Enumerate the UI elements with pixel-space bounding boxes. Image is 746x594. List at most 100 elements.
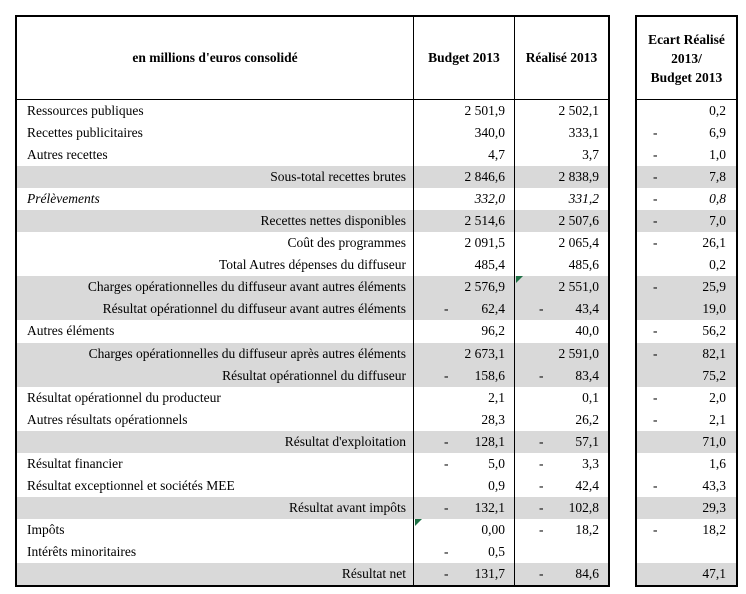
row-label-cell: Autres résultats opérationnels bbox=[17, 409, 413, 431]
ecart-value: 1,0 bbox=[709, 147, 726, 163]
ecart-table-row: 47,1 bbox=[637, 562, 736, 586]
realise-value: 84,6 bbox=[575, 566, 599, 581]
budget-value: 0,00 bbox=[481, 521, 505, 537]
ecart-table-row: 0,2 bbox=[637, 254, 736, 276]
realise-value: 2 591,0 bbox=[558, 345, 600, 361]
ecart-table-row: - 56,2 bbox=[637, 320, 736, 342]
row-label-cell: Charges opérationnelles du diffuseur apr… bbox=[17, 343, 413, 365]
budget-cell: 332,0 bbox=[413, 188, 514, 211]
realise-cell: 485,6 bbox=[514, 254, 608, 277]
ecart-table-row: - 18,2 bbox=[637, 519, 736, 541]
table-row: Impôts 0,00 - 18,2 bbox=[17, 518, 608, 541]
row-label-cell: Intérêts minoritaires bbox=[17, 541, 413, 563]
table-row: Résultat d'exploitation - 128,1 - 57,1 bbox=[17, 430, 608, 453]
row-label: Recettes publicitaires bbox=[27, 125, 143, 141]
budget-value: 2 091,5 bbox=[464, 235, 506, 251]
budget-value: 2 514,6 bbox=[464, 213, 506, 229]
header-realise-2013: Réalisé 2013 bbox=[514, 17, 608, 99]
realise-cell: 2 838,9 bbox=[514, 166, 608, 189]
realise-cell bbox=[514, 540, 608, 563]
minus-sign: - bbox=[653, 389, 658, 405]
budget-cell: 0,00 bbox=[413, 518, 514, 541]
budget-cell: - 131,7 bbox=[413, 562, 514, 586]
ecart-cell: - 6,9 bbox=[637, 122, 736, 144]
ecart-cell: - 0,8 bbox=[637, 188, 736, 210]
budget-value: 96,2 bbox=[481, 323, 505, 339]
realise-value: 333,1 bbox=[568, 125, 599, 141]
table-row: Charges opérationnelles du diffuseur apr… bbox=[17, 342, 608, 365]
ecart-table-row: 29,3 bbox=[637, 496, 736, 519]
ecart-cell: - 7,8 bbox=[637, 166, 736, 188]
table-row: Résultat avant impôts - 132,1 - 102,8 bbox=[17, 496, 608, 519]
realise-value: 2 502,1 bbox=[558, 103, 600, 119]
ecart-table-row: - 7,8 bbox=[637, 166, 736, 189]
header-ecart-line3: Budget 2013 bbox=[650, 69, 723, 85]
ecart-table-row: - 2,1 bbox=[637, 409, 736, 431]
minus-sign: - bbox=[653, 169, 658, 185]
header-ecart-line1: Ecart Réalisé bbox=[648, 31, 725, 47]
ecart-table-row: - 1,0 bbox=[637, 144, 736, 166]
minus-sign: - bbox=[539, 367, 544, 383]
realise-value: 102,8 bbox=[568, 499, 599, 515]
ecart-cell bbox=[637, 541, 736, 563]
realise-value: 485,6 bbox=[568, 257, 599, 273]
table-body: Ressources publiques 2 501,9 2 502,1 Rec… bbox=[17, 100, 608, 586]
budget-cell: 2 576,9 bbox=[413, 276, 514, 299]
minus-sign: - bbox=[653, 147, 658, 163]
header-budget-2013: Budget 2013 bbox=[413, 17, 514, 99]
row-label: Ressources publiques bbox=[27, 103, 144, 119]
header-ecart: Ecart Réalisé 2013/ Budget 2013 bbox=[637, 17, 736, 99]
budget-cell: 2 501,9 bbox=[413, 100, 514, 123]
budget-cell: - 132,1 bbox=[413, 496, 514, 519]
budget-value: 132,1 bbox=[474, 499, 505, 515]
realise-cell: - 42,4 bbox=[514, 474, 608, 497]
minus-sign: - bbox=[653, 477, 658, 493]
minus-sign: - bbox=[444, 433, 449, 449]
realise-value: 43,4 bbox=[575, 301, 599, 317]
table-row: Résultat financier - 5,0 - 3,3 bbox=[17, 452, 608, 475]
row-label: Résultat net bbox=[341, 566, 406, 581]
realise-cell: 2 591,0 bbox=[514, 342, 608, 365]
budget-value: 62,4 bbox=[481, 301, 505, 317]
table-row: Résultat opérationnel du diffuseur avant… bbox=[17, 298, 608, 321]
ecart-cell: 71,0 bbox=[637, 431, 736, 453]
ecart-table-row: - 7,0 bbox=[637, 210, 736, 233]
ecart-table-header: Ecart Réalisé 2013/ Budget 2013 bbox=[637, 17, 736, 100]
budget-value: 158,6 bbox=[474, 367, 505, 383]
ecart-value: 29,3 bbox=[702, 499, 726, 515]
row-label-cell: Autres recettes bbox=[17, 144, 413, 166]
minus-sign: - bbox=[653, 323, 658, 339]
realise-cell: 331,2 bbox=[514, 188, 608, 211]
row-label-cell: Résultat avant impôts bbox=[17, 497, 413, 519]
realise-cell: - 3,3 bbox=[514, 452, 608, 475]
ecart-table-row: - 25,9 bbox=[637, 276, 736, 299]
ecart-value: 47,1 bbox=[702, 566, 726, 581]
ecart-value: 19,0 bbox=[702, 301, 726, 317]
minus-sign: - bbox=[444, 499, 449, 515]
realise-cell: - 43,4 bbox=[514, 298, 608, 321]
minus-sign: - bbox=[653, 279, 658, 295]
budget-cell: 2 846,6 bbox=[413, 166, 514, 189]
row-label: Autres éléments bbox=[27, 323, 115, 339]
row-label-cell: Résultat opérationnel du diffuseur avant… bbox=[17, 298, 413, 320]
row-label: Résultat opérationnel du producteur bbox=[27, 389, 221, 405]
row-label: Charges opérationnelles du diffuseur apr… bbox=[88, 345, 406, 361]
row-label: Recettes nettes disponibles bbox=[260, 213, 406, 229]
minus-sign: - bbox=[444, 301, 449, 317]
ecart-cell: 1,6 bbox=[637, 453, 736, 475]
realise-value: 0,1 bbox=[582, 389, 599, 405]
ecart-value: 43,3 bbox=[702, 477, 726, 493]
ecart-value: 6,9 bbox=[709, 125, 726, 141]
realise-value: 18,2 bbox=[575, 521, 599, 537]
ecart-table-row: - 26,1 bbox=[637, 232, 736, 254]
ecart-cell: 0,2 bbox=[637, 254, 736, 276]
row-label-cell: Résultat net bbox=[17, 563, 413, 585]
ecart-table-row: 0,2 bbox=[637, 100, 736, 122]
budget-value: 0,5 bbox=[488, 543, 505, 559]
budget-value: 2 501,9 bbox=[464, 103, 506, 119]
budget-cell: 485,4 bbox=[413, 254, 514, 277]
budget-cell: 28,3 bbox=[413, 408, 514, 431]
budget-cell: 2,1 bbox=[413, 386, 514, 409]
ecart-cell: - 56,2 bbox=[637, 320, 736, 342]
row-label-cell: Résultat exceptionnel et sociétés MEE bbox=[17, 475, 413, 497]
